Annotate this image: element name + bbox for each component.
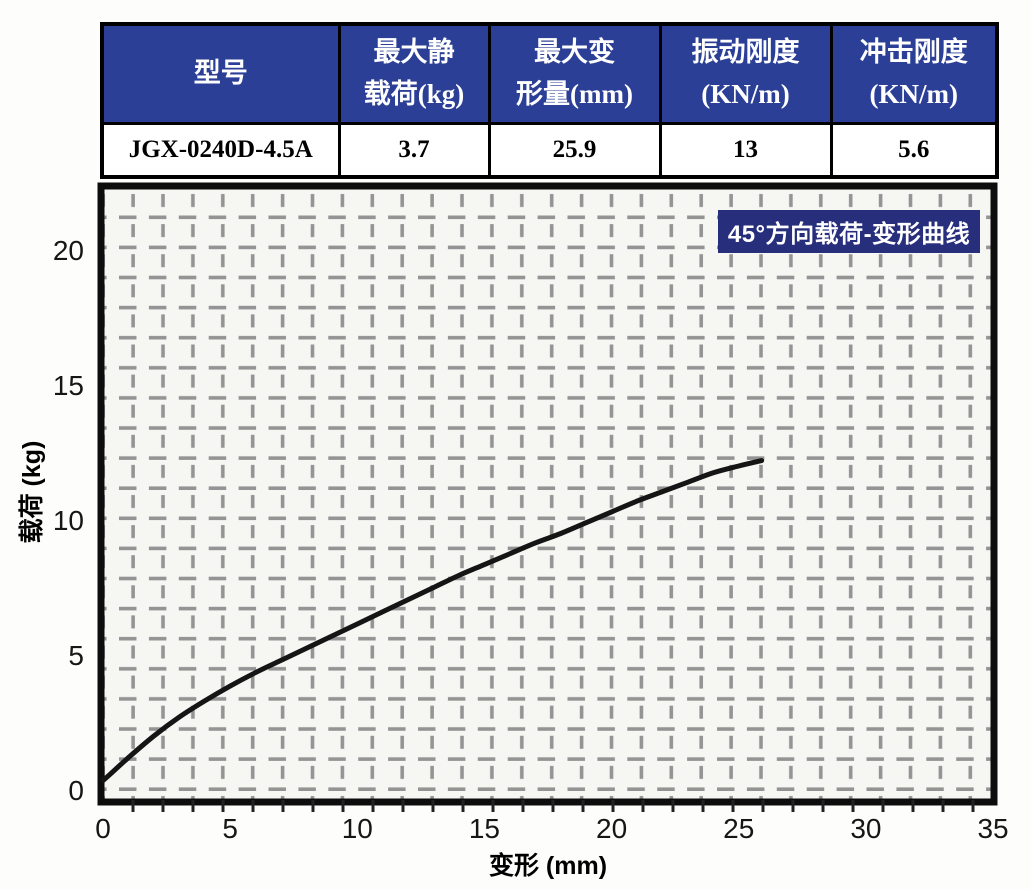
x-tick-label: 35 (977, 813, 1008, 844)
col-header-model-line1: 型号 (193, 58, 248, 89)
load-curve (100, 458, 765, 784)
plot-grid (104, 189, 991, 799)
x-tick-label: 20 (596, 813, 627, 844)
y-tick-label: 0 (68, 775, 84, 806)
x-tick-label: 0 (95, 813, 111, 844)
col-header-impact-stiffness: 冲击刚度 (KN/m) (829, 22, 999, 125)
cell-vibration-stiffness: 13 (658, 122, 833, 179)
cell-max-static-load: 3.7 (337, 122, 491, 179)
x-tick-label: 25 (723, 813, 754, 844)
y-tick-label: 15 (53, 370, 84, 401)
x-tick-label: 15 (469, 813, 500, 844)
y-axis-title: 载荷 (kg) (18, 441, 46, 544)
spec-table-data-row: JGX-0240D-4.5A 3.7 25.9 13 5.6 (100, 122, 999, 179)
col-header-max-static-load: 最大静 载荷(kg) (337, 22, 491, 125)
col-header-vibration-stiffness: 振动刚度 (KN/m) (658, 22, 833, 125)
chart-render-root: 0 5 10 15 20 25 30 35 0 5 10 15 20 变形 (mm) 载荷 (kg) (18, 182, 1009, 880)
chart-title-badge: 45°方向载荷-变形曲线 (718, 210, 980, 253)
col-header-max-deformation: 最大变 形量(mm) (487, 22, 662, 125)
y-tick-label: 20 (53, 235, 84, 266)
spec-table-header-row: 型号 最大静 载荷(kg) 最大变 形量(mm) 振动刚度 (KN/m) 冲击刚… (100, 22, 999, 125)
x-tick-label: 30 (850, 813, 881, 844)
cell-impact-stiffness: 5.6 (829, 122, 999, 179)
y-tick-label: 5 (68, 640, 84, 671)
x-tick-label: 5 (222, 813, 238, 844)
col-header-model: 型号 (100, 22, 341, 125)
x-tick-label: 10 (342, 813, 373, 844)
x-axis-title: 变形 (mm) (489, 851, 607, 880)
cell-model: JGX-0240D-4.5A (100, 122, 341, 179)
spec-table: 型号 最大静 载荷(kg) 最大变 形量(mm) 振动刚度 (KN/m) 冲击刚… (100, 22, 999, 179)
cell-max-deformation: 25.9 (487, 122, 662, 179)
y-tick-label: 10 (53, 505, 84, 536)
